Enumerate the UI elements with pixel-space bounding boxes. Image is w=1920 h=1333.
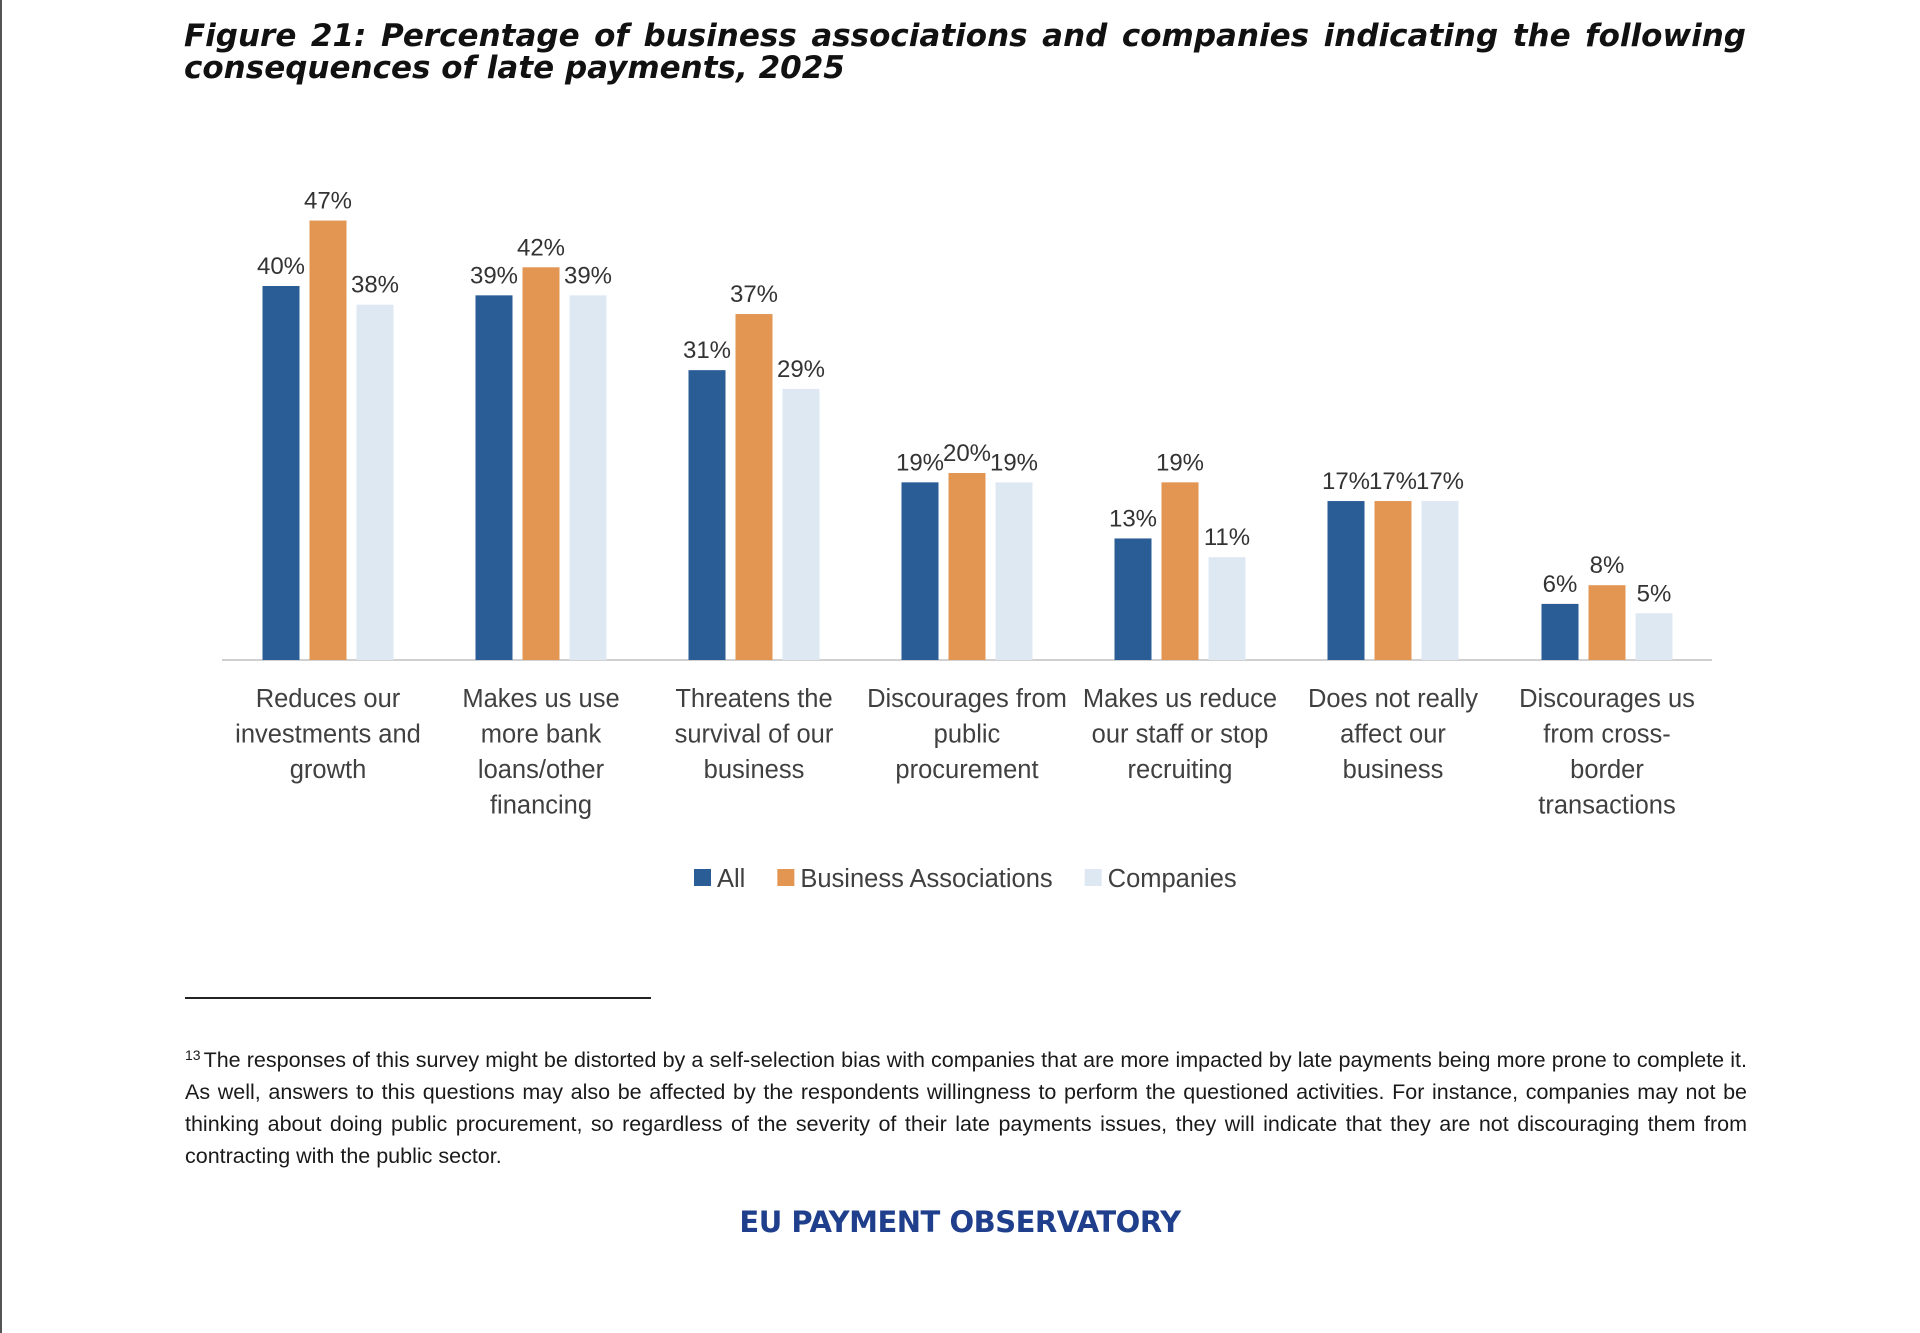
category-label: border [1570,756,1644,784]
footnote-rule [185,997,651,999]
bar-companies-0 [356,304,394,660]
data-label: 39% [470,262,518,289]
category-label: Threatens the [675,685,832,713]
bar-business-associations-1 [522,267,560,660]
category-label: from cross- [1543,721,1671,749]
category-label: Reduces our [256,685,401,713]
data-label: 8% [1590,552,1625,579]
bar-companies-5 [1421,501,1459,660]
category-label: procurement [895,756,1038,784]
bar-all-2 [688,370,726,660]
bar-companies-1 [569,295,607,660]
category-label: Does not really [1308,685,1478,713]
bar-companies-6 [1635,613,1673,660]
legend-swatch [694,869,711,886]
bar-business-associations-2 [735,314,773,660]
brand-logo-text: EU PAYMENT OBSERVATORY [739,1205,1181,1239]
data-label: 47% [304,188,352,215]
bar-all-5 [1327,501,1365,660]
footnote-text: The responses of this survey might be di… [185,1048,1747,1168]
category-label: survival of our [675,721,834,749]
bar-all-0 [262,286,300,660]
category-label: affect our [1340,721,1446,749]
bar-companies-2 [782,388,820,660]
bar-all-4 [1114,538,1152,660]
legend-swatch [777,869,795,886]
data-label: 17% [1369,468,1417,495]
data-label: 11% [1204,524,1250,551]
category-label: business [704,756,805,784]
category-label: more bank [481,721,602,749]
category-label: transactions [1538,792,1676,820]
data-label: 39% [564,262,612,289]
page-edge [0,0,2,1333]
footnote-marker: 13 [185,1047,201,1063]
data-label: 13% [1109,505,1157,532]
bar-all-3 [901,482,939,660]
figure-title: Figure 21: Percentage of business associ… [184,18,1746,86]
data-label: 42% [517,234,565,261]
data-label: 20% [943,440,991,467]
bar-business-associations-3 [948,473,986,660]
category-label: Discourages us [1519,685,1695,713]
data-label: 19% [896,449,944,476]
bar-companies-4 [1208,557,1246,660]
data-label: 17% [1322,468,1370,495]
data-label: 38% [351,272,399,299]
category-label: financing [490,792,592,820]
category-label: investments and [235,721,421,749]
data-label: 19% [1156,449,1204,476]
bar-business-associations-4 [1161,482,1199,660]
bar-business-associations-0 [309,220,347,661]
legend-label: Companies [1108,865,1237,893]
bar-companies-3 [995,482,1033,660]
footnote: 13 The responses of this survey might be … [185,1039,1747,1172]
bar-all-6 [1541,603,1579,660]
data-label: 37% [730,281,778,308]
category-label: Discourages from [867,685,1067,713]
category-label: public [934,721,1001,749]
data-label: 5% [1637,580,1672,607]
category-label: growth [290,756,367,784]
bar-business-associations-5 [1374,501,1412,660]
bar-business-associations-6 [1588,585,1626,660]
category-label: Makes us use [462,685,619,713]
data-label: 40% [257,253,305,280]
legend-label: Business Associations [800,865,1052,893]
data-label: 19% [990,449,1038,476]
data-label: 17% [1416,468,1464,495]
legend-swatch [1084,869,1102,886]
data-label: 29% [777,356,825,383]
data-label: 6% [1543,571,1578,598]
data-label: 31% [683,337,731,364]
category-label: loans/other [478,756,605,784]
bar-chart: 40% 39%31%19%13%17%6%47%42%37%20% 19%17%8%… [222,188,1712,893]
category-label: recruiting [1128,756,1233,784]
category-label: Makes us reduce [1083,685,1277,713]
category-label: business [1343,756,1444,784]
bar-all-1 [475,295,513,660]
category-label: our staff or stop [1092,721,1269,749]
legend-label: All [717,865,745,893]
